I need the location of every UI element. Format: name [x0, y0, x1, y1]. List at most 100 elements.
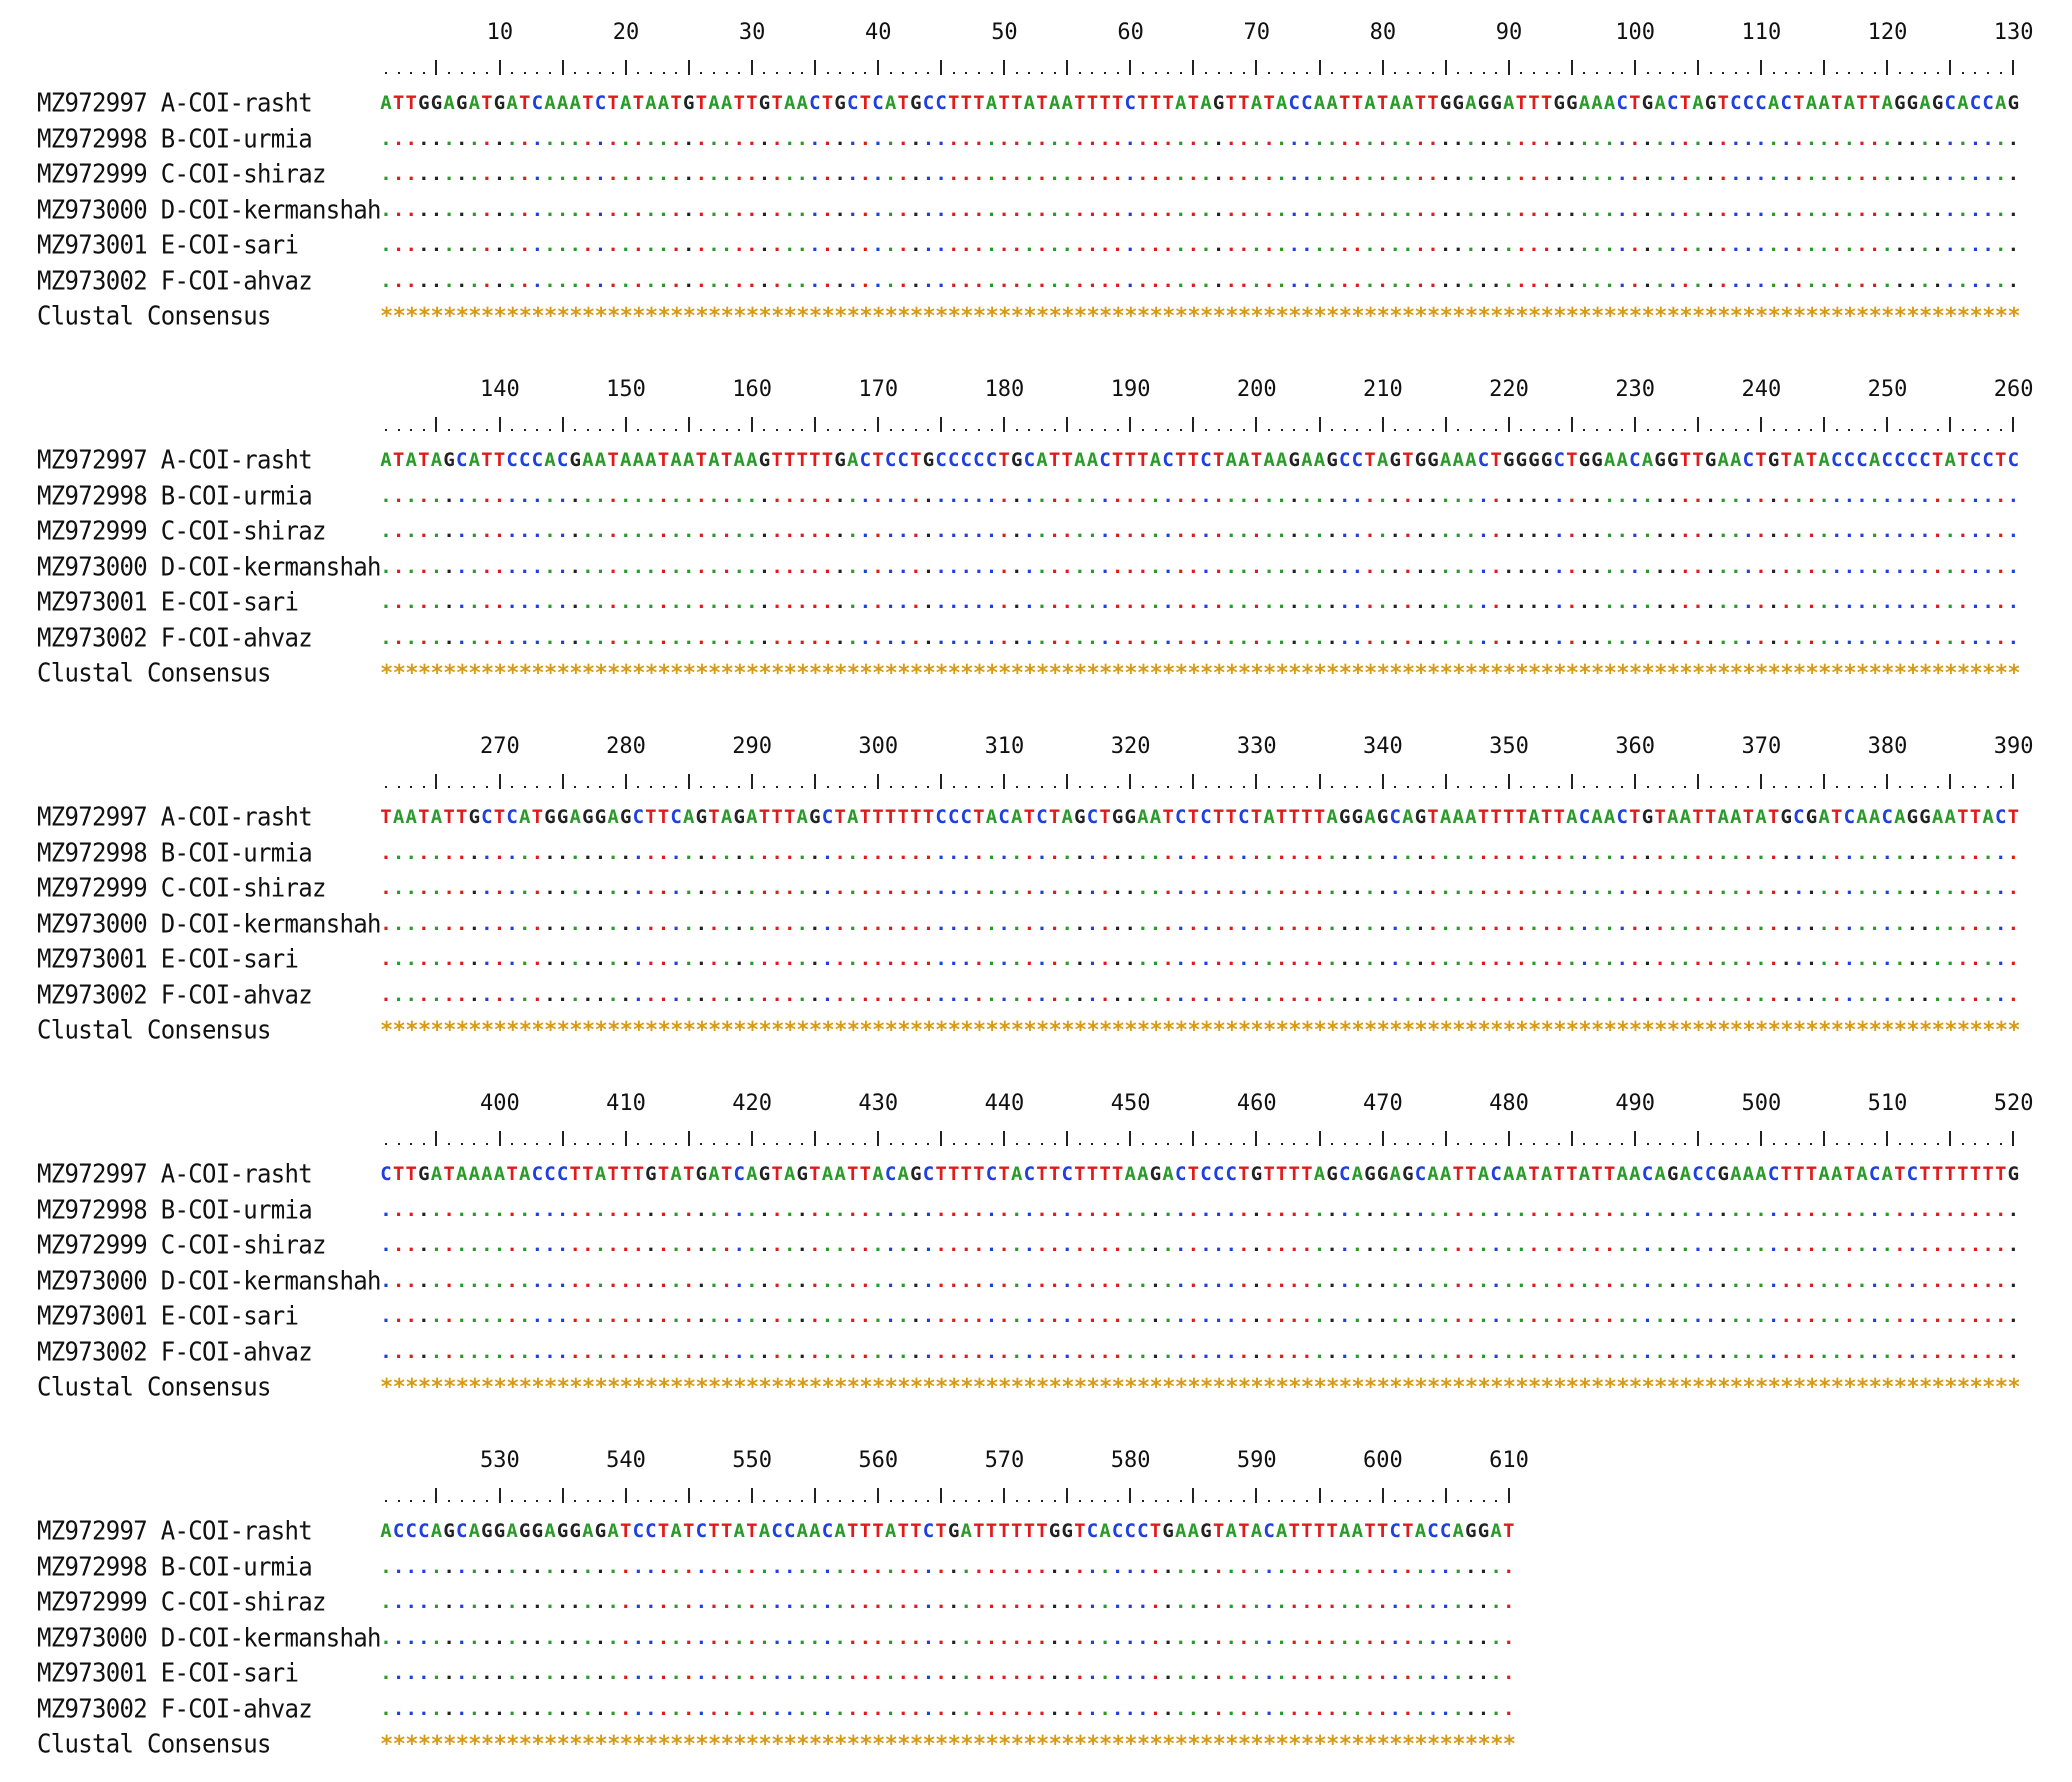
residue: A	[708, 1157, 720, 1192]
identity-dot: .	[1957, 871, 1969, 906]
ruler-dot	[1086, 411, 1098, 435]
identity-dot: .	[443, 942, 455, 977]
identity-dot: .	[557, 871, 569, 906]
ruler-dot	[1742, 768, 1754, 792]
consensus-mark: *	[897, 1013, 910, 1048]
consensus-mark: *	[670, 1013, 683, 1048]
identity-dot: .	[670, 1656, 682, 1691]
ruler-tick	[1881, 1125, 1893, 1149]
identity-dot: .	[998, 1228, 1010, 1263]
identity-dot: .	[1414, 585, 1426, 620]
consensus-mark: *	[1187, 656, 1200, 691]
identity-dot: .	[658, 193, 670, 228]
residue: T	[809, 443, 821, 478]
identity-dot: .	[1288, 1335, 1300, 1370]
identity-dot: .	[1793, 1335, 1805, 1370]
ruler-dot	[506, 54, 518, 78]
identity-dot: .	[1642, 193, 1654, 228]
residue: C	[847, 86, 859, 121]
identity-dot: .	[1528, 228, 1540, 263]
identity-dot: .	[1099, 514, 1111, 549]
identity-dot: .	[658, 836, 670, 871]
identity-dot: .	[1112, 122, 1124, 157]
ruler-dot	[1768, 1125, 1780, 1149]
residue: T	[582, 1157, 594, 1192]
identity-dot: .	[721, 514, 733, 549]
identity-dot: .	[430, 479, 442, 514]
identity-dot: .	[784, 514, 796, 549]
residue: G	[1478, 1514, 1490, 1549]
ruler-dot	[1654, 411, 1666, 435]
residue: A	[1717, 800, 1729, 835]
identity-dot: .	[733, 1299, 745, 1334]
identity-dot: .	[1238, 1299, 1250, 1334]
identity-dot: .	[506, 514, 518, 549]
consensus-mark: *	[1742, 1370, 1755, 1405]
identity-dot: .	[1427, 514, 1439, 549]
consensus-mark: *	[1465, 299, 1478, 334]
identity-dot: .	[859, 1299, 871, 1334]
identity-dot: .	[733, 1692, 745, 1727]
residue: C	[897, 443, 909, 478]
identity-dot: .	[632, 1692, 644, 1727]
consensus-mark: *	[948, 299, 961, 334]
identity-dot: .	[1288, 1264, 1300, 1299]
identity-dot: .	[1932, 479, 1944, 514]
ruler-dot	[1099, 411, 1111, 435]
identity-dot: .	[1932, 514, 1944, 549]
identity-dot: .	[683, 1621, 695, 1656]
identity-dot: .	[1440, 1656, 1452, 1691]
identity-dot: .	[1957, 122, 1969, 157]
consensus-mark: *	[1478, 299, 1491, 334]
identity-dot: .	[1086, 585, 1098, 620]
identity-dot: .	[1036, 157, 1048, 192]
identity-dot: .	[695, 621, 707, 656]
consensus-mark: *	[1112, 299, 1125, 334]
identity-dot: .	[1086, 836, 1098, 871]
identity-dot: .	[405, 621, 417, 656]
identity-dot: .	[1099, 479, 1111, 514]
identity-dot: .	[1465, 1335, 1477, 1370]
residue: T	[1541, 86, 1553, 121]
identity-dot: .	[1011, 1550, 1023, 1585]
ruler-tick	[683, 1125, 695, 1149]
identity-dot: .	[1528, 264, 1540, 299]
identity-dot: .	[973, 1550, 985, 1585]
identity-dot: .	[670, 550, 682, 585]
consensus-mark: *	[1919, 299, 1932, 334]
consensus-mark: *	[1629, 656, 1642, 691]
identity-dot: .	[519, 479, 531, 514]
position-ruler	[380, 768, 2020, 792]
consensus-row: * * * * * * * * * * * * * * * * * * * * * * * * * * * * * * * * * * * * * * * *…	[380, 1013, 2021, 1048]
identity-dot: .	[1150, 1585, 1162, 1620]
consensus-mark: *	[658, 1370, 671, 1405]
residue: C	[1995, 800, 2007, 835]
identity-dot: .	[380, 1264, 392, 1299]
consensus-mark: *	[1843, 1370, 1856, 1405]
ruler-dot	[1137, 411, 1149, 435]
seq-f-row: ........................................…	[380, 621, 2020, 656]
identity-dot: .	[733, 193, 745, 228]
consensus-mark: *	[1490, 656, 1503, 691]
ruler-dot	[922, 54, 934, 78]
identity-dot: .	[620, 836, 632, 871]
identity-dot: .	[1011, 1299, 1023, 1334]
ruler-dot	[1200, 1482, 1212, 1506]
consensus-mark: *	[822, 1013, 835, 1048]
ruler-dot	[393, 411, 405, 435]
ruler-dot	[1276, 1125, 1288, 1149]
identity-dot: .	[1339, 1264, 1351, 1299]
identity-dot: .	[721, 871, 733, 906]
identity-dot: .	[1011, 228, 1023, 263]
identity-dot: .	[1137, 514, 1149, 549]
residue: T	[1452, 1157, 1464, 1192]
consensus-mark: *	[481, 1370, 494, 1405]
identity-dot: .	[1604, 585, 1616, 620]
identity-dot: .	[456, 1621, 468, 1656]
consensus-mark: *	[1793, 1370, 1806, 1405]
ruler-dot	[1654, 1125, 1666, 1149]
consensus-mark: *	[1175, 1013, 1188, 1048]
identity-dot: .	[632, 514, 644, 549]
ruler-tick	[1944, 54, 1956, 78]
identity-dot: .	[1061, 479, 1073, 514]
